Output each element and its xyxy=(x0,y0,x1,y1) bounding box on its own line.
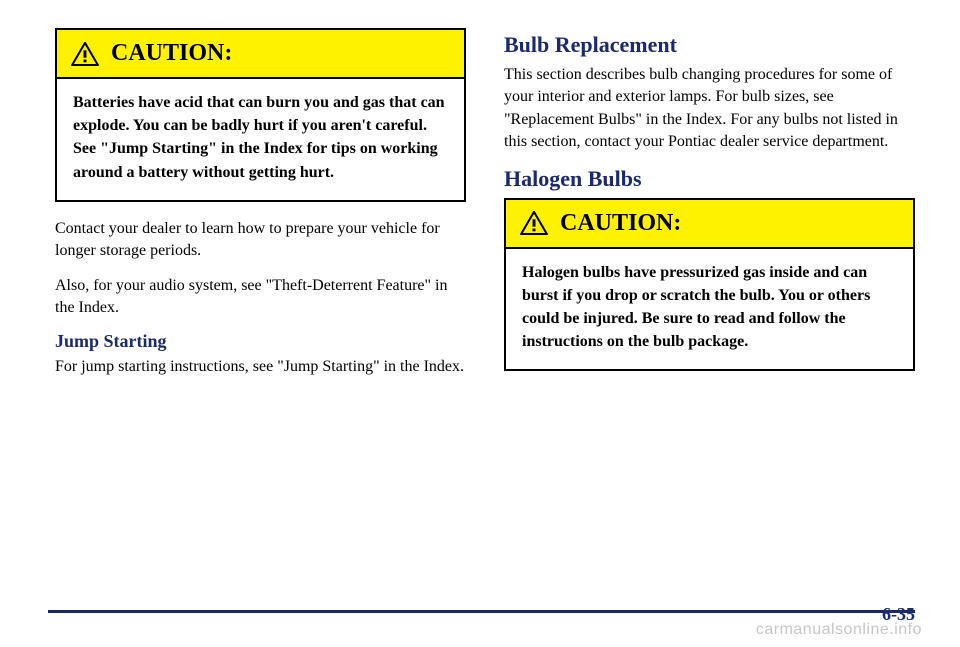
caution-title: CAUTION: xyxy=(560,210,681,237)
caution-box-halogen: CAUTION: Halogen bulbs have pressurized … xyxy=(504,198,915,372)
warning-triangle-icon xyxy=(71,42,99,66)
storage-paragraph: Contact your dealer to learn how to prep… xyxy=(55,218,466,263)
caution-body-text: Batteries have acid that can burn you an… xyxy=(57,79,464,200)
jump-starting-body: For jump starting instructions, see "Jum… xyxy=(55,356,466,378)
jump-starting-heading: Jump Starting xyxy=(55,331,466,352)
caution-title: CAUTION: xyxy=(111,40,232,67)
left-column: CAUTION: Batteries have acid that can bu… xyxy=(55,28,466,391)
footer-rule xyxy=(48,610,915,613)
warning-triangle-icon xyxy=(520,211,548,235)
page-content: CAUTION: Batteries have acid that can bu… xyxy=(0,0,960,391)
caution-header: CAUTION: xyxy=(57,30,464,79)
bulb-replacement-heading: Bulb Replacement xyxy=(504,32,915,58)
caution-box-batteries: CAUTION: Batteries have acid that can bu… xyxy=(55,28,466,202)
audio-paragraph: Also, for your audio system, see "Theft-… xyxy=(55,275,466,320)
caution-header: CAUTION: xyxy=(506,200,913,249)
watermark: carmanualsonline.info xyxy=(756,621,922,639)
halogen-bulbs-heading: Halogen Bulbs xyxy=(504,166,915,192)
right-column: Bulb Replacement This section describes … xyxy=(504,28,915,391)
bulb-replacement-body: This section describes bulb changing pro… xyxy=(504,64,915,154)
caution-body-text: Halogen bulbs have pressurized gas insid… xyxy=(506,249,913,370)
